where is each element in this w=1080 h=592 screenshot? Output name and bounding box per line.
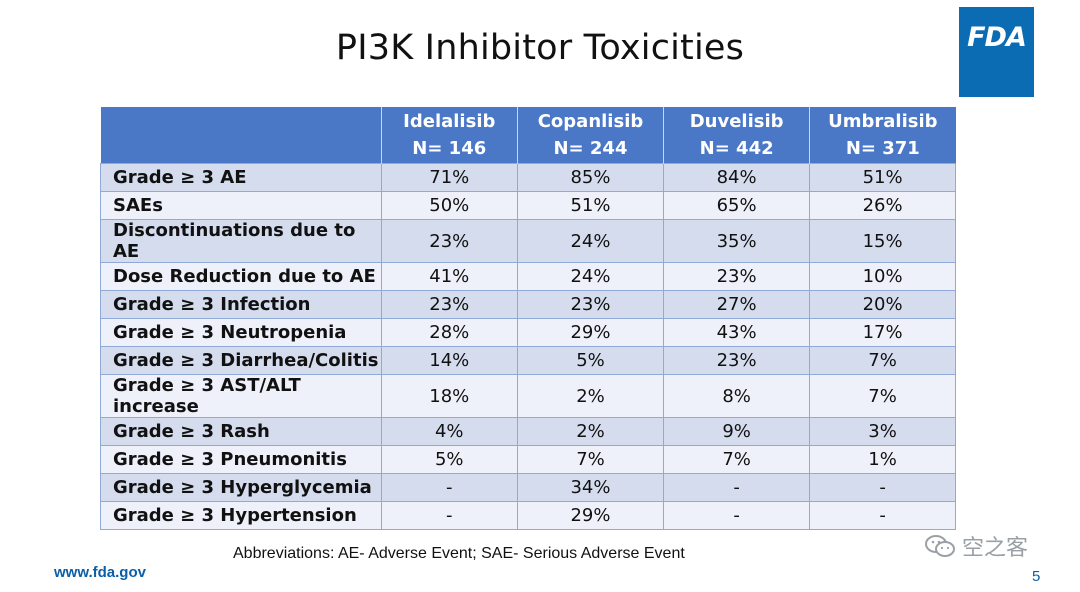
header-cell-duvelisib: Duvelisib N= 442: [663, 107, 810, 164]
table-cell: 50%: [380, 191, 518, 220]
table-row: Grade ≥ 3 Hypertension -29% - -: [100, 501, 956, 530]
table-cell: 41%: [380, 262, 518, 291]
table-cell: 43%: [663, 318, 811, 347]
table-cell: 23%: [663, 262, 811, 291]
table-row: Grade ≥ 3 Neutropenia 28% 29% 43% 17%: [100, 318, 956, 347]
table-cell: 8%: [663, 374, 811, 418]
watermark: 空之客: [924, 530, 1028, 562]
table-cell: 23%: [663, 346, 811, 375]
table-cell: 2%: [516, 417, 665, 446]
row-label: Grade ≥ 3 Hyperglycemia: [100, 473, 382, 502]
row-label: Grade ≥ 3 Neutropenia: [100, 318, 382, 347]
table-cell: -: [380, 473, 518, 502]
table-cell: 7%: [809, 374, 956, 418]
table-cell: 7%: [663, 445, 811, 474]
table-cell: 5%: [380, 445, 518, 474]
table-cell: 4%: [380, 417, 518, 446]
table-cell: 29%: [516, 501, 665, 530]
table-row: Grade ≥ 3 Rash 4% 2% 9% 3%: [100, 417, 956, 446]
table-cell: 23%: [380, 290, 518, 319]
row-label: Grade ≥ 3 Diarrhea/Colitis: [100, 346, 382, 375]
row-label: Discontinuations due to AE: [100, 219, 382, 263]
fda-logo: FDA: [959, 7, 1034, 97]
row-label: Grade ≥ 3 Infection: [100, 290, 382, 319]
table-cell: 28%: [380, 318, 518, 347]
table-cell: 27%: [663, 290, 811, 319]
table-cell: 51%: [809, 163, 956, 192]
table-cell: 35%: [663, 219, 811, 263]
table-cell: 23%: [516, 290, 665, 319]
table-cell: 26%: [809, 191, 956, 220]
table-cell: -: [663, 473, 811, 502]
table-cell: 17%: [809, 318, 956, 347]
table-row: Grade ≥ 3 AST/ALT increase 18% 2% 8% 7%: [100, 374, 956, 418]
table-cell: 3%: [809, 417, 956, 446]
table-cell: 10%: [809, 262, 956, 291]
table-row: Dose Reduction due to AE 41% 24% 23% 10%: [100, 262, 956, 291]
header-cell-umbralisib: Umbralisib N= 371: [809, 107, 956, 164]
fda-website-link[interactable]: www.fda.gov: [54, 564, 146, 581]
table-cell: 15%: [809, 219, 956, 263]
row-label: Dose Reduction due to AE: [100, 262, 382, 291]
table-cell: -: [663, 501, 811, 530]
header-cell-idelalisib: Idelalisib N= 146: [380, 107, 518, 164]
row-label: Grade ≥ 3 Pneumonitis: [100, 445, 382, 474]
table-cell: 34%: [516, 473, 665, 502]
table-cell: -: [380, 501, 518, 530]
table-cell: 23%: [380, 219, 518, 263]
table-cell: 14%: [380, 346, 518, 375]
row-label: Grade ≥ 3 AE: [100, 163, 382, 192]
table-cell: 65%: [663, 191, 811, 220]
fda-logo-text: FDA: [967, 22, 1027, 53]
toxicity-table: Idelalisib N= 146 Copanlisib N= 244 Duve…: [100, 107, 956, 530]
table-cell: 24%: [516, 262, 665, 291]
watermark-text: 空之客: [962, 536, 1029, 561]
table-cell: -: [809, 473, 956, 502]
table-cell: 85%: [516, 163, 665, 192]
table-cell: 20%: [809, 290, 956, 319]
table-cell: 5%: [516, 346, 665, 375]
wechat-icon: [925, 535, 955, 557]
slide-title: PI3K Inhibitor Toxicities: [335, 28, 745, 68]
table-cell: 9%: [663, 417, 811, 446]
table-cell: 1%: [809, 445, 956, 474]
abbreviations-note: Abbreviations: AE- Adverse Event; SAE- S…: [233, 545, 685, 562]
table-header-row: Idelalisib N= 146 Copanlisib N= 244 Duve…: [100, 107, 956, 164]
row-label: Grade ≥ 3 Rash: [100, 417, 382, 446]
row-label: SAEs: [100, 191, 382, 220]
table-cell: 51%: [516, 191, 665, 220]
table-cell: 7%: [516, 445, 665, 474]
table-row: Grade ≥ 3 Diarrhea/Colitis 14% 5% 23% 7%: [100, 346, 956, 375]
table-cell: -: [809, 501, 956, 530]
table-row: Discontinuations due to AE 23% 24% 35% 15%: [100, 219, 956, 263]
table-cell: 29%: [516, 318, 665, 347]
table-cell: 18%: [380, 374, 518, 418]
table-cell: 2%: [516, 374, 665, 418]
table-row: Grade ≥ 3 Infection 23% 23% 27% 20%: [100, 290, 956, 319]
table-cell: 24%: [516, 219, 665, 263]
table-cell: 71%: [380, 163, 518, 192]
table-row: Grade ≥ 3 AE 71% 85% 84% 51%: [100, 163, 956, 192]
table-cell: 84%: [663, 163, 811, 192]
table-row: Grade ≥ 3 Pneumonitis 5% 7% 7% 1%: [100, 445, 956, 474]
page-number: 5: [1032, 568, 1041, 585]
header-cell-empty: [100, 107, 382, 164]
row-label: Grade ≥ 3 Hypertension: [100, 501, 382, 530]
table-cell: 7%: [809, 346, 956, 375]
table-row: Grade ≥ 3 Hyperglycemia -34% - -: [100, 473, 956, 502]
header-cell-copanlisib: Copanlisib N= 244: [516, 107, 664, 164]
table-row: SAEs 50% 51% 65% 26%: [100, 191, 956, 220]
row-label: Grade ≥ 3 AST/ALT increase: [100, 374, 382, 418]
